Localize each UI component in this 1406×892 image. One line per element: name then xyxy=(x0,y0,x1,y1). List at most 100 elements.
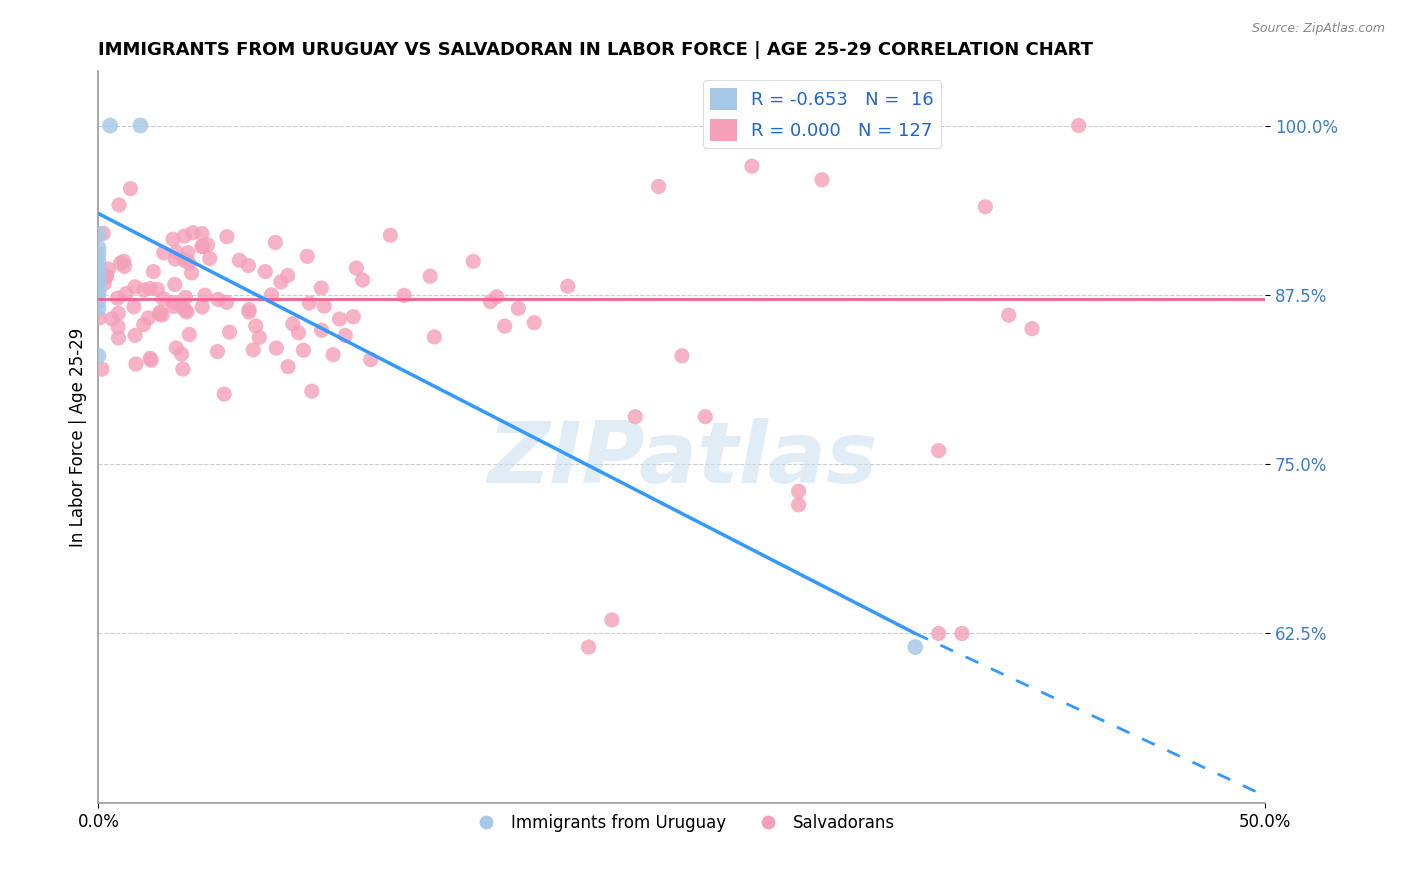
Point xyxy=(120,181,142,195)
Text: Source: ZipAtlas.com: Source: ZipAtlas.com xyxy=(1251,22,1385,36)
Point xyxy=(494,319,516,334)
Point xyxy=(242,343,264,357)
Point xyxy=(172,362,194,376)
Point xyxy=(96,269,118,284)
Point xyxy=(479,294,502,309)
Point xyxy=(142,264,165,278)
Text: IMMIGRANTS FROM URUGUAY VS SALVADORAN IN LABOR FORCE | AGE 25-29 CORRELATION CHA: IMMIGRANTS FROM URUGUAY VS SALVADORAN IN… xyxy=(98,41,1094,59)
Point xyxy=(270,275,292,289)
Point xyxy=(191,227,214,241)
Point xyxy=(523,316,546,330)
Point xyxy=(87,268,110,282)
Point xyxy=(352,273,374,287)
Point xyxy=(277,359,299,374)
Point xyxy=(87,260,110,275)
Point xyxy=(207,293,229,307)
Point xyxy=(266,341,288,355)
Point xyxy=(311,281,333,295)
Point xyxy=(314,299,336,313)
Point xyxy=(254,264,277,278)
Point xyxy=(91,362,114,376)
Point xyxy=(107,331,129,345)
Point xyxy=(163,277,186,292)
Point xyxy=(600,613,623,627)
Point xyxy=(87,288,110,302)
Point xyxy=(974,200,997,214)
Point xyxy=(997,308,1019,322)
Point xyxy=(89,310,111,325)
Point xyxy=(281,317,304,331)
Point xyxy=(578,640,600,654)
Point xyxy=(110,256,132,270)
Text: ZIPatlas: ZIPatlas xyxy=(486,417,877,500)
Point xyxy=(107,306,129,320)
Point xyxy=(215,229,238,244)
Point xyxy=(138,310,160,325)
Point xyxy=(94,269,117,284)
Point xyxy=(173,253,195,268)
Point xyxy=(107,291,129,305)
Point xyxy=(139,351,162,366)
Point xyxy=(191,239,214,253)
Point xyxy=(180,266,202,280)
Point xyxy=(787,484,810,499)
Point xyxy=(811,172,834,186)
Point xyxy=(177,256,200,270)
Point xyxy=(172,301,194,315)
Point xyxy=(671,349,693,363)
Point xyxy=(423,330,446,344)
Point xyxy=(557,279,579,293)
Point xyxy=(277,268,299,283)
Point xyxy=(181,226,204,240)
Point xyxy=(419,269,441,284)
Point xyxy=(87,284,110,298)
Point xyxy=(122,300,145,314)
Point xyxy=(508,301,530,316)
Point xyxy=(87,254,110,268)
Point xyxy=(228,253,250,268)
Point xyxy=(87,349,110,363)
Point xyxy=(166,244,188,259)
Point xyxy=(212,387,235,401)
Point xyxy=(115,286,138,301)
Point xyxy=(87,269,110,284)
Point xyxy=(97,262,120,277)
Point xyxy=(87,301,110,316)
Point xyxy=(197,237,219,252)
Point xyxy=(695,409,717,424)
Point xyxy=(87,247,110,261)
Point xyxy=(1021,322,1043,336)
Point xyxy=(87,227,110,241)
Point xyxy=(87,294,110,309)
Point xyxy=(298,296,321,310)
Point xyxy=(125,357,148,371)
Point xyxy=(191,239,214,253)
Point xyxy=(165,341,187,355)
Point xyxy=(215,295,238,310)
Point xyxy=(146,282,169,296)
Point xyxy=(904,640,927,654)
Point xyxy=(98,119,121,133)
Point xyxy=(87,240,110,254)
Point xyxy=(311,323,333,337)
Point xyxy=(360,352,382,367)
Point xyxy=(165,252,187,267)
Point xyxy=(152,245,174,260)
Point xyxy=(1067,119,1090,133)
Point xyxy=(176,305,198,319)
Point xyxy=(174,303,197,318)
Point xyxy=(392,288,415,302)
Point xyxy=(950,626,973,640)
Point xyxy=(297,249,319,263)
Point xyxy=(485,290,508,304)
Point xyxy=(260,288,283,302)
Point xyxy=(139,281,162,295)
Point xyxy=(218,325,240,339)
Point xyxy=(647,179,669,194)
Point xyxy=(322,348,344,362)
Point xyxy=(928,626,950,640)
Point xyxy=(91,227,114,241)
Point xyxy=(238,305,260,319)
Point xyxy=(301,384,323,399)
Point xyxy=(162,232,184,246)
